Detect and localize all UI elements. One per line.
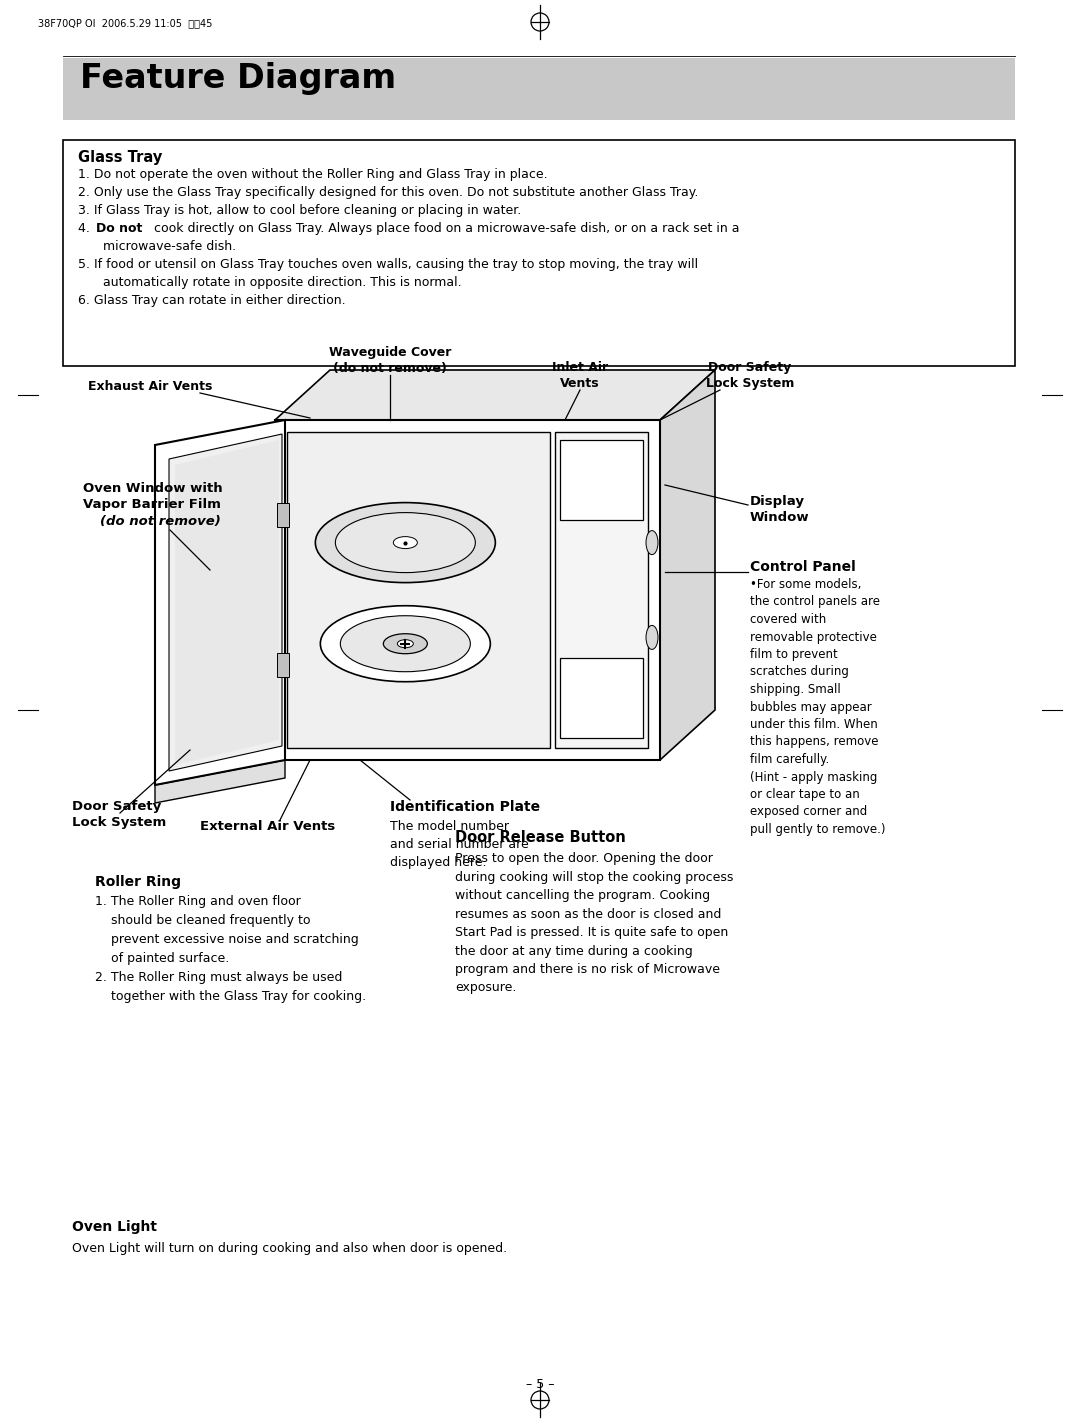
Text: Door Release Button: Door Release Button [455,830,625,846]
Text: 1. The Roller Ring and oven floor
    should be cleaned frequently to
    preven: 1. The Roller Ring and oven floor should… [95,896,366,1002]
Polygon shape [275,369,715,421]
Bar [63,58,1015,120]
Text: Control Panel: Control Panel [750,560,855,575]
Text: 2. Only use the Glass Tray specifically designed for this oven. Do not substitut: 2. Only use the Glass Tray specifically … [78,185,699,200]
Ellipse shape [383,633,428,653]
Text: Roller Ring: Roller Ring [95,876,181,888]
Text: 6. Glass Tray can rotate in either direction.: 6. Glass Tray can rotate in either direc… [78,294,346,307]
Bar [63,140,1015,366]
Bar [276,653,289,677]
Polygon shape [660,369,715,760]
Text: 5. If food or utensil on Glass Tray touches oven walls, causing the tray to stop: 5. If food or utensil on Glass Tray touc… [78,258,698,271]
Bar [287,432,550,749]
Text: •For some models,
the control panels are
covered with
removable protective
film : •For some models, the control panels are… [750,578,886,836]
Text: (do not remove): (do not remove) [100,515,220,528]
Text: Oven Light: Oven Light [72,1221,157,1233]
Text: microwave-safe dish.: microwave-safe dish. [103,240,237,252]
Ellipse shape [393,536,417,549]
Text: External Air Vents: External Air Vents [200,820,335,833]
Text: cook directly on Glass Tray. Always place food on a microwave-safe dish, or on a: cook directly on Glass Tray. Always plac… [150,222,740,235]
Polygon shape [156,760,285,803]
Ellipse shape [315,502,496,583]
Ellipse shape [340,616,471,672]
Text: Oven Window with
Vapor Barrier Film: Oven Window with Vapor Barrier Film [83,482,222,511]
Bar [555,432,648,749]
Text: Waveguide Cover
(do not remove): Waveguide Cover (do not remove) [328,347,451,375]
Polygon shape [168,434,282,771]
Ellipse shape [646,626,658,649]
Text: Identification Plate: Identification Plate [390,800,540,814]
Polygon shape [175,441,279,764]
Ellipse shape [336,512,475,573]
Bar [276,503,289,528]
Bar [561,441,643,520]
Text: Press to open the door. Opening the door
during cooking will stop the cooking pr: Press to open the door. Opening the door… [455,851,733,994]
Text: Display
Window: Display Window [750,495,810,523]
Text: 1. Do not operate the oven without the Roller Ring and Glass Tray in place.: 1. Do not operate the oven without the R… [78,168,548,181]
Ellipse shape [397,640,414,647]
Ellipse shape [646,530,658,555]
Text: The model number
and serial number are
displayed here.: The model number and serial number are d… [390,820,529,868]
Text: Oven Light will turn on during cooking and also when door is opened.: Oven Light will turn on during cooking a… [72,1242,508,1255]
Text: Inlet Air
Vents: Inlet Air Vents [552,361,608,389]
Polygon shape [156,421,285,784]
Text: Exhaust Air Vents: Exhaust Air Vents [87,379,212,394]
Ellipse shape [321,606,490,682]
Text: Do not: Do not [96,222,143,235]
Text: Door Safety
Lock System: Door Safety Lock System [72,800,166,829]
Text: Feature Diagram: Feature Diagram [80,61,396,96]
Text: – 5 –: – 5 – [526,1378,554,1390]
Bar [561,657,643,739]
Text: 4.: 4. [78,222,94,235]
Text: 38F70QP OI  2006.5.29 11:05  页靕45: 38F70QP OI 2006.5.29 11:05 页靕45 [38,19,213,29]
Text: Door Safety
Lock System: Door Safety Lock System [706,361,794,389]
Text: 3. If Glass Tray is hot, allow to cool before cleaning or placing in water.: 3. If Glass Tray is hot, allow to cool b… [78,204,522,217]
Text: automatically rotate in opposite direction. This is normal.: automatically rotate in opposite directi… [103,277,461,289]
Bar [275,421,660,760]
Text: Glass Tray: Glass Tray [78,150,162,165]
